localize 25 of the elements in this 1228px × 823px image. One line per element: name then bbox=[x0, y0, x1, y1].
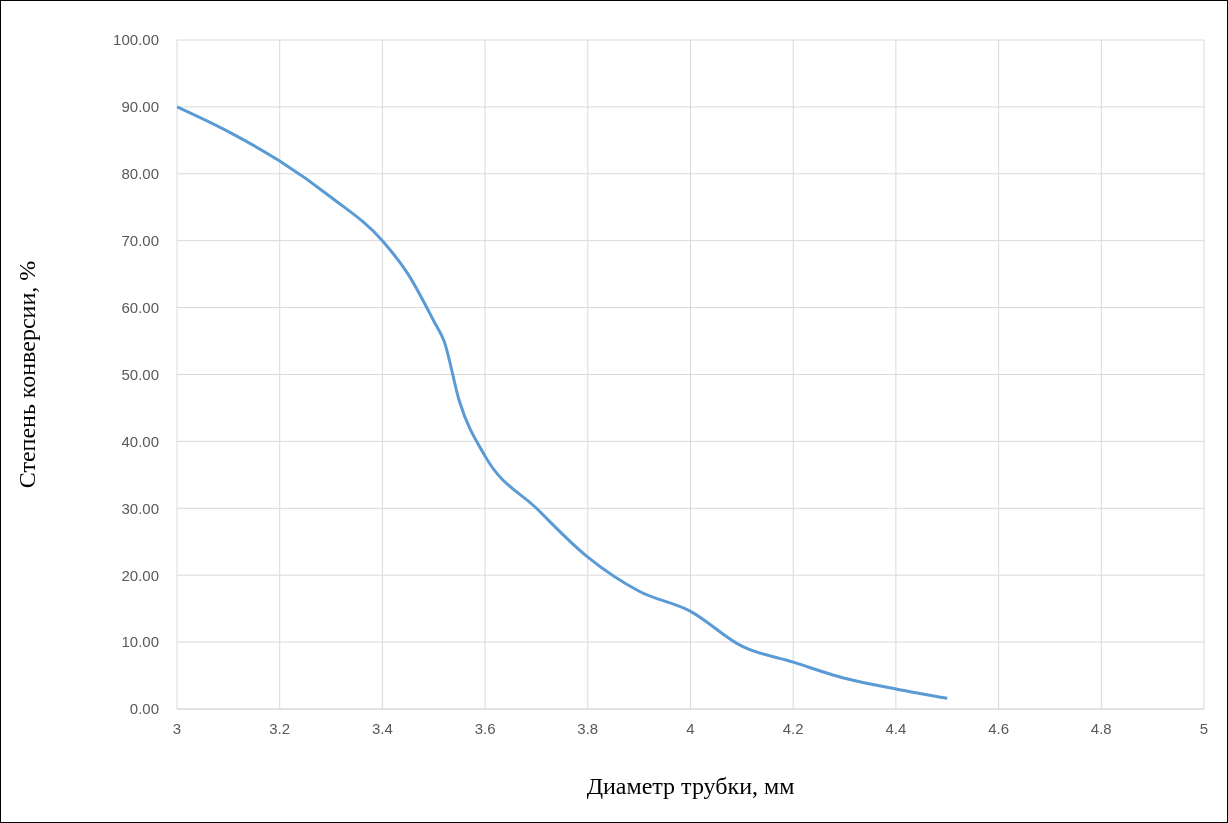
line-series bbox=[177, 105, 949, 700]
x-tick-label: 3.2 bbox=[269, 719, 291, 737]
y-tick-label: 20.00 bbox=[121, 566, 159, 584]
x-tick-label: 4.6 bbox=[988, 719, 1010, 737]
y-tick-label: 70.00 bbox=[121, 232, 159, 250]
x-tick-label: 4 bbox=[686, 719, 695, 737]
y-tick-label: 100.00 bbox=[113, 31, 159, 49]
x-tick-label: 4.8 bbox=[1090, 719, 1112, 737]
y-tick-label: 90.00 bbox=[121, 98, 159, 116]
x-tick-label: 3 bbox=[172, 719, 182, 737]
y-tick-label: 10.00 bbox=[121, 633, 159, 651]
x-tick-label: 5 bbox=[1199, 719, 1209, 737]
y-tick-label: 60.00 bbox=[121, 298, 159, 316]
y-axis-title: Степень конверсии, % bbox=[13, 260, 40, 489]
x-tick-label: 4.4 bbox=[885, 719, 907, 737]
x-tick-label: 4.2 bbox=[782, 719, 804, 737]
y-tick-label: 30.00 bbox=[121, 499, 159, 517]
y-tick-label: 80.00 bbox=[121, 165, 159, 183]
x-tick-label: 3.6 bbox=[474, 719, 496, 737]
x-tick-label: 3.4 bbox=[371, 719, 393, 737]
y-tick-label: 40.00 bbox=[121, 432, 159, 450]
x-tick-label: 3.8 bbox=[577, 719, 599, 737]
y-tick-label: 0.00 bbox=[129, 700, 159, 718]
x-axis-title: Диаметр трубки, мм bbox=[586, 773, 795, 799]
y-tick-label: 50.00 bbox=[121, 365, 159, 383]
